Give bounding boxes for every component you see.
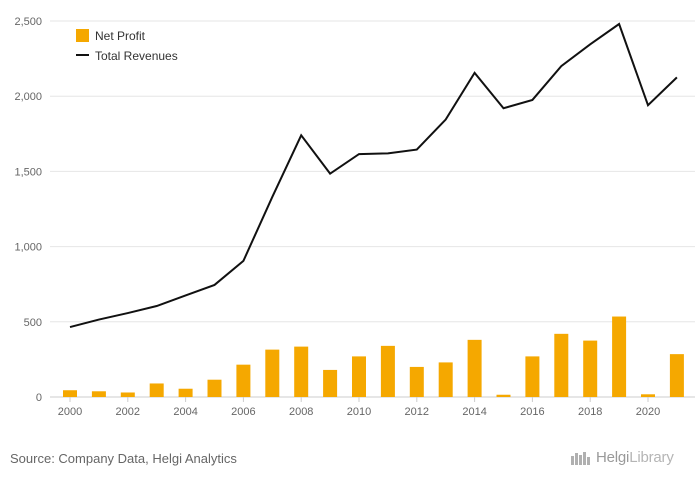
x-tick-label: 2008 — [289, 406, 313, 418]
net-profit-bar — [207, 379, 222, 397]
y-tick-label: 1,000 — [14, 242, 42, 254]
net-profit-bar — [496, 394, 511, 397]
y-tick-label: 2,500 — [14, 16, 42, 28]
net-profit-bar — [583, 340, 598, 397]
logo-text-helgi: Helgi — [596, 449, 630, 466]
x-axis: 2000 2002 2004 2006 2008 2010 2012 2014 2016 2018… — [58, 397, 660, 418]
total-revenues-series-line — [69, 22, 678, 329]
net-profit-bar — [467, 339, 482, 397]
net-profit-bar — [149, 383, 164, 397]
x-tick-label: 2012 — [405, 406, 429, 418]
x-tick-label: 2004 — [173, 406, 197, 418]
legend-label-net-profit: Net Profit — [95, 29, 146, 43]
net-profit-bar — [120, 392, 135, 397]
net-profit-bar — [612, 316, 627, 397]
legend: Net Profit Total Revenues — [76, 29, 178, 63]
x-tick-label: 2006 — [231, 406, 255, 418]
net-profit-bar — [63, 390, 77, 397]
net-profit-bar — [236, 364, 251, 397]
library-icon — [571, 451, 590, 465]
net-profit-bar — [438, 362, 453, 397]
total-revenues-line — [69, 22, 678, 329]
gridlines — [50, 20, 695, 398]
net-profit-bar — [294, 346, 309, 397]
x-tick-label: 2016 — [520, 406, 544, 418]
y-tick-label: 2,000 — [14, 91, 42, 103]
x-tick-label: 2020 — [636, 406, 660, 418]
net-profit-bar — [178, 388, 193, 397]
net-profit-bar — [380, 345, 395, 397]
y-tick-label: 500 — [24, 317, 42, 329]
source-note: Source: Company Data, Helgi Analytics — [10, 451, 237, 466]
net-profit-bar — [554, 333, 569, 397]
x-tick-label: 2010 — [347, 406, 371, 418]
net-profit-bar — [352, 356, 366, 397]
net-profit-bar — [265, 349, 280, 397]
y-tick-label: 1,500 — [14, 166, 42, 178]
net-profit-bar — [669, 354, 684, 397]
legend-label-total-revenues: Total Revenues — [95, 49, 178, 63]
x-tick-label: 2018 — [578, 406, 602, 418]
x-tick-label: 2014 — [462, 406, 486, 418]
net-profit-bar — [641, 394, 655, 397]
logo-text-library: Library — [629, 449, 674, 466]
y-axis: 0 500 1,000 1,500 2,000 2,500 — [14, 16, 42, 404]
net-profit-bar — [323, 369, 338, 397]
y-tick-label: 0 — [36, 392, 42, 404]
legend-swatch-net-profit — [76, 29, 89, 42]
net-profit-bars — [63, 316, 684, 397]
net-profit-bar — [91, 391, 106, 397]
x-tick-label: 2002 — [116, 406, 140, 418]
x-tick-label: 2000 — [58, 406, 82, 418]
net-profit-bar — [525, 356, 540, 397]
net-profit-bar — [409, 366, 424, 397]
helgi-library-logo: Helgi Library — [570, 449, 674, 466]
